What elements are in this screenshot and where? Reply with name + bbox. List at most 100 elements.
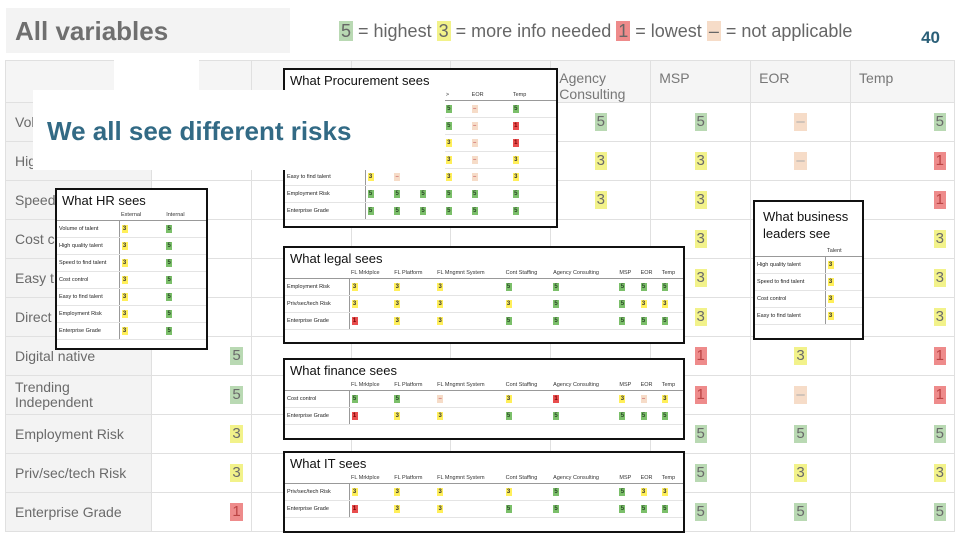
score-mark: 5: [640, 505, 647, 513]
panel-cell: 3: [392, 278, 436, 296]
panel-cell: 3: [435, 407, 504, 425]
score-mark: –: [471, 122, 478, 130]
score-value: 1: [933, 191, 946, 209]
score-value: 5: [230, 386, 243, 404]
score-value: 3: [230, 464, 243, 482]
panel-title: What legal sees: [290, 251, 383, 266]
business-leaders-panel: What business leaders see Talent High qual…: [753, 200, 864, 340]
panel-cell: 5: [349, 390, 393, 408]
score-mark: 5: [505, 317, 512, 325]
panel-row: Easy to find talent 3–3–3: [285, 168, 556, 186]
panel-row: Easy to find talent 3: [755, 307, 862, 325]
score-mark: 5: [166, 276, 173, 284]
score-value: 3: [933, 230, 946, 248]
panel-cell: 3: [443, 151, 470, 169]
score-value: 3: [230, 425, 243, 443]
panel-row-label: High quality talent: [57, 237, 120, 255]
panel-header-cell: FL Mrktplce: [349, 268, 393, 279]
panel-cell: 3: [638, 483, 660, 501]
panel-cell: 5: [164, 322, 206, 340]
panel-header-cell: Talent: [825, 246, 862, 257]
table-cell: 5: [750, 492, 852, 532]
panel-cell: 3: [119, 254, 165, 272]
panel-table: Talent High quality talent 3 Speed to find …: [755, 246, 862, 325]
panel-cell: 5: [659, 407, 683, 425]
score-mark: 3: [827, 278, 834, 286]
panel-cell: 5: [617, 312, 639, 330]
table-cell: 5: [750, 414, 852, 454]
panel-cell: 3: [349, 483, 393, 501]
panel-row: High quality talent 3: [755, 256, 862, 274]
panel-cell: 1: [349, 500, 393, 518]
score-mark: 3: [445, 139, 452, 147]
score-value: 1: [694, 347, 707, 365]
score-mark: 3: [121, 310, 128, 318]
score-mark: 3: [827, 312, 834, 320]
score-mark: 5: [166, 259, 173, 267]
panel-row-label: Easy to find talent: [755, 307, 826, 325]
panel-header-cell: [285, 380, 349, 391]
panel-row-label: Employment Risk: [285, 185, 366, 203]
panel-cell: 1: [349, 407, 393, 425]
panel-cell: 5: [551, 407, 618, 425]
panel-row-label: High quality talent: [755, 256, 826, 274]
score-value: 5: [933, 503, 946, 521]
panel-header-cell: >: [443, 90, 470, 101]
table-cell: 5: [850, 492, 955, 532]
score-mark: 3: [394, 317, 401, 325]
panel-cell: 3: [617, 390, 639, 408]
score-value: 3: [694, 191, 707, 209]
panel-cell: 5: [551, 483, 618, 501]
panel-table: FL Mrktplce FL Platform FL Mngmnt System Co…: [285, 380, 683, 425]
panel-cell: –: [435, 390, 504, 408]
panel-cell: 5: [164, 237, 206, 255]
panel-header-cell: Agency Consulting: [551, 380, 618, 391]
score-value: 3: [933, 464, 946, 482]
panel-table: FL Mrktplce FL Platform FL Mngmnt System Co…: [285, 268, 683, 330]
panel-cell: –: [392, 168, 418, 186]
hr-panel: What HR sees External Internal Volume of ta…: [55, 188, 208, 350]
table-header-cell: EOR: [750, 60, 852, 103]
table-cell: –: [750, 102, 852, 142]
panel-cell: 3: [435, 278, 504, 296]
legend-chip: 3: [436, 21, 451, 41]
score-value: 5: [933, 113, 946, 131]
score-mark: 5: [661, 283, 668, 291]
score-mark: 1: [512, 139, 519, 147]
panel-cell: 5: [510, 185, 556, 203]
score-mark: 5: [619, 505, 626, 513]
table-cell: 1: [150, 492, 252, 532]
panel-header-row: Talent: [755, 246, 862, 257]
score-value: 3: [694, 269, 707, 287]
score-mark: 5: [445, 122, 452, 130]
panel-cell: –: [638, 390, 660, 408]
table-cell: 5: [850, 102, 955, 142]
score-mark: 5: [505, 283, 512, 291]
panel-header-cell: Internal: [164, 210, 206, 221]
panel-cell: 5: [365, 185, 393, 203]
score-value: 3: [933, 308, 946, 326]
table-cell: 3: [750, 336, 852, 376]
panel-table: External Internal Volume of talent 3 5 High q…: [57, 210, 206, 340]
panel-cell: 5: [638, 407, 660, 425]
panel-header-cell: FL Mrktplce: [349, 380, 393, 391]
panel-header-cell: Cont Staffing: [503, 380, 552, 391]
panel-header-cell: [285, 473, 349, 484]
panel-row: Cost control 3: [755, 290, 862, 308]
panel-row: Employment Risk 5 5 5 5 5 5: [285, 185, 556, 203]
score-value: 5: [694, 464, 707, 482]
score-mark: 3: [121, 276, 128, 284]
score-value: 1: [230, 503, 243, 521]
panel-cell: 5: [551, 295, 618, 313]
panel-header-cell: FL Mngmnt System: [435, 380, 504, 391]
score-mark: 3: [827, 261, 834, 269]
slide-title: All variables: [6, 8, 290, 53]
panel-title: What business leaders see: [763, 209, 849, 241]
score-mark: 5: [367, 190, 374, 198]
score-value: 3: [794, 347, 807, 365]
legend-text: = highest: [353, 21, 432, 41]
score-mark: 1: [351, 317, 358, 325]
table-header-cell: Agency Consulting: [550, 60, 652, 103]
panel-header-cell: FL Platform: [392, 268, 436, 279]
legend-chip: –: [706, 21, 721, 41]
